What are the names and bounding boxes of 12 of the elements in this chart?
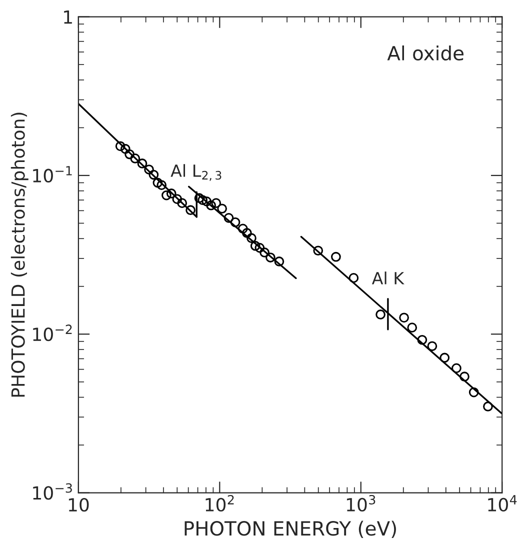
- x-tick-label: 10$^{4}$: [488, 495, 517, 512]
- x-tick-label: 10$^{2}$: [206, 494, 234, 512]
- annotation: Al K: [372, 272, 404, 284]
- x-tick-label: 10: [68, 498, 89, 512]
- y-tick-label: 10$^{−1}$: [33, 166, 72, 182]
- annotation: Al L$_{2,3}$: [170, 164, 222, 181]
- x-tick-label: 10$^{3}$: [346, 494, 376, 512]
- y-tick-label: 1: [64, 10, 72, 24]
- y-tick-label: 10$^{−2}$: [33, 324, 72, 342]
- annotation: Al oxide: [387, 45, 464, 61]
- y-axis-title: PHOTOYIELD (electrons/photon): [10, 112, 28, 397]
- x-axis-title: PHOTON ENERGY (eV): [184, 520, 396, 538]
